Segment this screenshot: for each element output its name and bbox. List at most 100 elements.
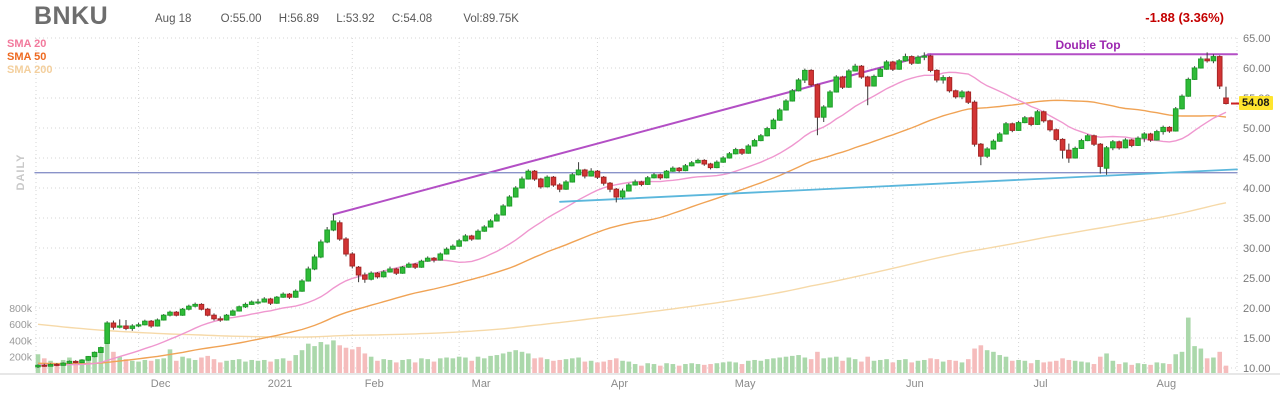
candle-body [79,359,85,364]
candle-body [770,119,777,130]
candle-body [644,177,651,185]
candle-body [1003,123,1009,135]
candle-body [1040,111,1047,122]
candle-body [776,109,783,121]
volume-bar [280,358,286,373]
volume-bar [991,351,996,373]
volume-bar [92,351,97,373]
volume-bar [1060,358,1065,373]
candle-body [908,56,915,64]
candle-body [1072,147,1078,159]
candle-body [820,106,827,118]
candle-body [412,263,418,268]
volume-bar [557,359,563,373]
volume-bar [324,344,330,373]
volume-bar [1028,363,1034,373]
volume-bar [368,356,374,373]
volume-bar [249,359,255,373]
candle-body [1216,56,1223,87]
candle-body [726,153,733,159]
volume-bar [1072,360,1078,373]
volume-bar [1091,364,1097,373]
candle-body [336,222,343,240]
candle-body [380,271,387,278]
volume-bar [73,361,79,373]
volume-bar [463,357,468,373]
candle-body [582,169,588,177]
volume-bar [255,360,261,373]
volume-bar [896,359,902,373]
candle-body [167,311,173,316]
volume-bar [1204,358,1210,373]
volume-bar [664,363,669,373]
candle-body [41,364,48,367]
candle-body [362,274,368,280]
volume-bar [1141,364,1147,373]
volume-bar [142,359,148,373]
volume-bar [261,359,267,373]
candle-body [978,143,984,157]
candle-body [594,170,601,178]
candle-body [512,187,519,198]
candle-body [921,55,928,58]
volume-bar [1129,364,1135,373]
volume-bar [312,346,317,373]
legend-item-sma200: SMA 200 [7,64,53,76]
candle-body [739,149,745,154]
volume-bar [771,358,776,373]
candle-body [311,256,318,270]
candle-body [827,91,833,108]
volume-bar [299,350,305,373]
candle-body [569,174,576,183]
volume-bar [494,355,500,373]
volume-bar [1003,356,1009,373]
volume-bar [155,359,160,373]
volume-bar [1185,317,1191,373]
volume-bar [104,337,110,373]
candle-body [701,159,708,165]
candle-body [952,90,959,98]
candle-body [1097,143,1104,167]
volume-bar [500,353,506,373]
volume-bar [349,349,355,373]
candle-body [940,77,946,81]
candle-body [60,362,66,366]
sma-20-line [37,71,1227,366]
volume-bar [400,359,405,373]
volume-bar [739,364,745,373]
candle-body [732,149,739,155]
volume-bar [607,359,613,373]
candle-body [104,322,110,344]
candle-body [305,268,312,282]
candle-body [632,181,638,186]
volume-bar [274,359,280,373]
volume-bar [387,359,393,373]
candle-body [349,253,356,267]
price-change: -1.88 (3.36%) [1145,10,1224,25]
volume-bar [758,360,764,373]
candle-body [1015,122,1022,131]
volume-bar [639,365,644,373]
candle-body [802,69,808,81]
candle-body [883,61,890,70]
candle-body [186,305,192,310]
volume-bar [972,348,977,373]
candle-body [575,169,582,176]
volume-bar [783,356,789,373]
candle-body [1191,67,1198,80]
volume-bar [833,356,839,373]
price-tick-label: 40.00 [1243,183,1271,195]
volume-tick-label: 600k [9,319,33,331]
candle-body [192,303,198,307]
candle-body [1028,117,1034,125]
volume-bar [1160,363,1166,373]
volume-bar [1110,360,1116,373]
low-value: L:53.92 [336,13,375,25]
candle-body [519,178,525,189]
volume-bar [645,363,651,373]
volume-bar [123,359,129,373]
candle-body [946,77,953,92]
candle-body [274,296,280,304]
